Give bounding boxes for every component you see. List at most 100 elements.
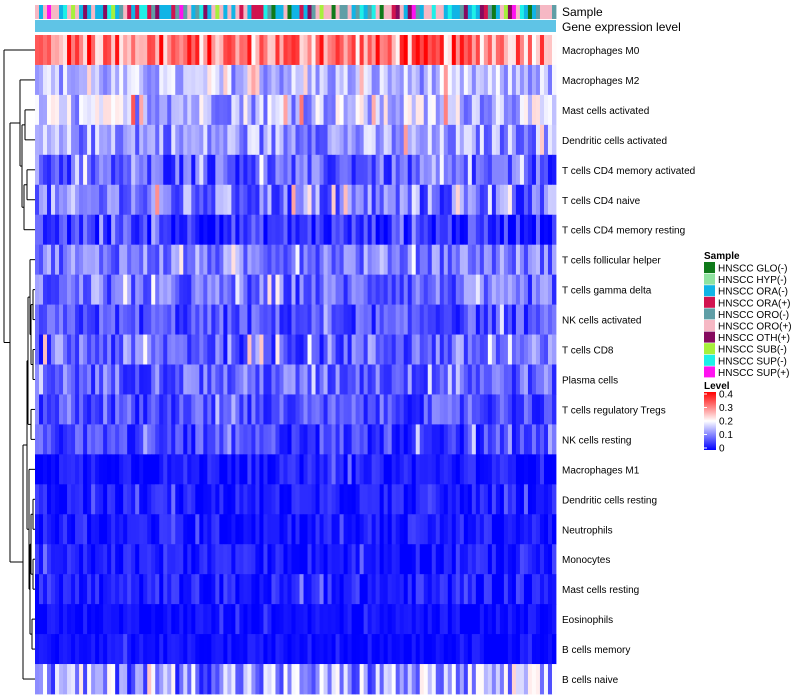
heatmap-cell <box>399 244 405 276</box>
heatmap-cell <box>515 574 521 605</box>
heatmap-cell <box>483 94 489 126</box>
heatmap-cell <box>355 664 361 695</box>
heatmap-cell <box>367 124 373 156</box>
heatmap-cell <box>239 274 244 305</box>
heatmap-cell <box>75 184 80 216</box>
heatmap-cell <box>551 604 557 635</box>
heatmap-cell <box>343 424 348 455</box>
heatmap-cell <box>499 634 505 665</box>
heatmap-cell <box>47 544 52 575</box>
legend-swatch <box>704 366 715 378</box>
sample-annotation-cell <box>127 5 132 19</box>
heatmap-cell <box>359 544 365 575</box>
heatmap-cell <box>375 184 381 216</box>
heatmap-cell <box>127 94 132 126</box>
heatmap-cell <box>331 574 336 605</box>
heatmap-cell <box>207 634 212 665</box>
heatmap-cell <box>35 184 40 216</box>
heatmap-cell <box>295 154 300 186</box>
sample-annotation-cell <box>451 5 457 19</box>
sample-annotation-cell <box>247 5 252 19</box>
heatmap-cell <box>139 544 144 575</box>
sample-annotation-cell <box>291 5 296 19</box>
heatmap-cell <box>499 94 505 126</box>
heatmap-cell <box>371 244 377 276</box>
heatmap-cell <box>51 184 56 216</box>
heatmap-cell <box>455 634 461 665</box>
heatmap-cell <box>339 574 344 605</box>
heatmap-cell <box>135 514 140 545</box>
heatmap-cell <box>199 244 204 276</box>
heatmap-cell <box>455 604 461 635</box>
heatmap-cell <box>71 394 76 425</box>
heatmap-cell <box>251 244 256 276</box>
heatmap-cell <box>131 184 136 216</box>
heatmap-cell <box>455 574 461 605</box>
heatmap-cell <box>207 364 212 395</box>
heatmap-cell <box>135 35 140 66</box>
heatmap-cell <box>59 364 64 395</box>
heatmap-cell <box>251 64 256 96</box>
heatmap-cell <box>283 214 288 246</box>
heatmap-cell <box>543 364 549 395</box>
heatmap-cell <box>95 35 100 66</box>
sample-annotation-cell <box>79 5 84 19</box>
sample-annotation-cell <box>59 5 64 19</box>
heatmap-cell <box>303 35 308 66</box>
heatmap-cell <box>279 634 284 665</box>
heatmap-cell <box>79 664 84 695</box>
heatmap-cell <box>515 304 521 335</box>
heatmap-cell <box>335 484 340 515</box>
sample-annotation-cell <box>371 5 377 19</box>
row-label: B cells naive <box>562 675 619 686</box>
heatmap-cell <box>247 184 252 216</box>
heatmap-cell <box>359 94 365 126</box>
heatmap-cell <box>99 124 104 156</box>
heatmap-cell <box>279 124 284 156</box>
heatmap-cell <box>115 154 120 186</box>
heatmap-cell <box>103 214 108 246</box>
heatmap-cell <box>499 364 505 395</box>
heatmap-cell <box>99 244 104 276</box>
heatmap-cell <box>459 64 465 96</box>
heatmap-cell <box>363 454 369 485</box>
heatmap-cell <box>63 394 68 425</box>
heatmap-cell <box>439 244 445 276</box>
heatmap-cell <box>371 124 377 156</box>
heatmap-cell <box>323 244 328 276</box>
heatmap-cell <box>115 274 120 305</box>
heatmap-cell <box>211 94 216 126</box>
heatmap-cell <box>531 184 537 216</box>
heatmap-cell <box>123 454 128 485</box>
heatmap-cell <box>87 94 92 126</box>
sample-annotation-cell <box>543 5 549 19</box>
heatmap-cell <box>75 394 80 425</box>
heatmap-cell <box>519 35 525 66</box>
heatmap-cell <box>535 214 541 246</box>
heatmap-cell <box>311 424 316 455</box>
heatmap-cell <box>459 124 465 156</box>
heatmap-cell <box>479 124 485 156</box>
heatmap-cell <box>411 604 417 635</box>
heatmap-cell <box>379 124 385 156</box>
heatmap-cell <box>211 214 216 246</box>
heatmap-cell <box>275 304 280 335</box>
heatmap-cell <box>355 454 361 485</box>
sample-annotation-cell <box>219 5 224 19</box>
heatmap-cell <box>243 664 248 695</box>
heatmap-cell <box>295 244 300 276</box>
heatmap-cell <box>539 94 545 126</box>
heatmap-cell <box>427 574 433 605</box>
heatmap-cell <box>523 64 529 96</box>
heatmap-cell <box>99 154 104 186</box>
heatmap-cell <box>79 35 84 66</box>
heatmap-cell <box>495 514 501 545</box>
sample-annotation-cell <box>183 5 188 19</box>
sample-annotation-cell <box>143 5 148 19</box>
heatmap-cell <box>451 604 457 635</box>
heatmap-cell <box>327 274 332 305</box>
heatmap-cell <box>539 334 545 365</box>
heatmap-cell <box>439 334 445 365</box>
heatmap-cell <box>539 124 545 156</box>
heatmap-cell <box>111 214 116 246</box>
